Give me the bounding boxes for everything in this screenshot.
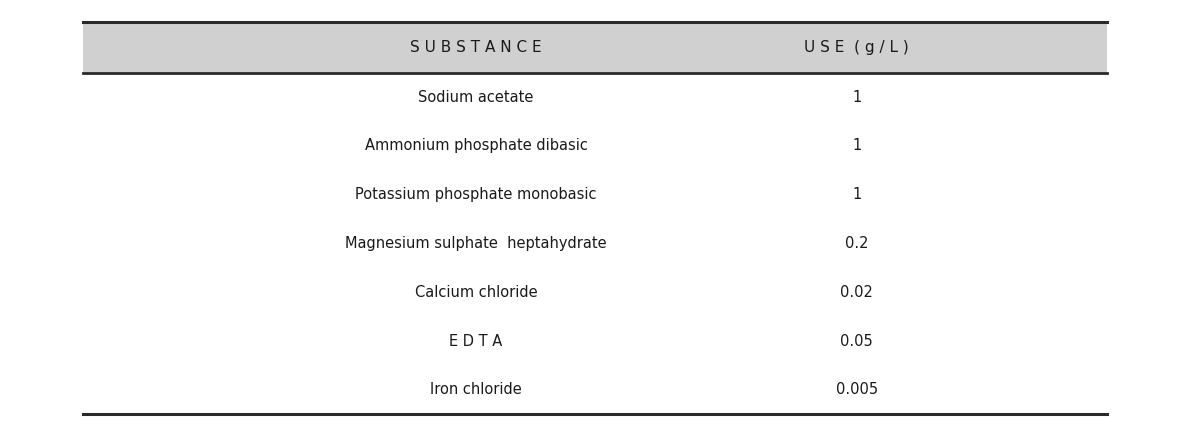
Text: Iron chloride: Iron chloride <box>430 382 522 397</box>
Text: 0.005: 0.005 <box>835 382 878 397</box>
Text: 0.02: 0.02 <box>840 285 873 300</box>
Text: S U B S T A N C E: S U B S T A N C E <box>411 40 541 55</box>
Text: 0.05: 0.05 <box>840 334 873 348</box>
Text: Potassium phosphate monobasic: Potassium phosphate monobasic <box>356 187 596 202</box>
Text: 1: 1 <box>852 90 862 105</box>
Text: U S E  ( g / L ): U S E ( g / L ) <box>804 40 909 55</box>
Text: 0.2: 0.2 <box>845 236 869 251</box>
Text: Calcium chloride: Calcium chloride <box>414 285 538 300</box>
Text: Ammonium phosphate dibasic: Ammonium phosphate dibasic <box>364 139 588 153</box>
Text: E D T A: E D T A <box>450 334 502 348</box>
Text: 1: 1 <box>852 139 862 153</box>
Text: 1: 1 <box>852 187 862 202</box>
Text: Magnesium sulphate  heptahydrate: Magnesium sulphate heptahydrate <box>345 236 607 251</box>
Text: Sodium acetate: Sodium acetate <box>419 90 533 105</box>
